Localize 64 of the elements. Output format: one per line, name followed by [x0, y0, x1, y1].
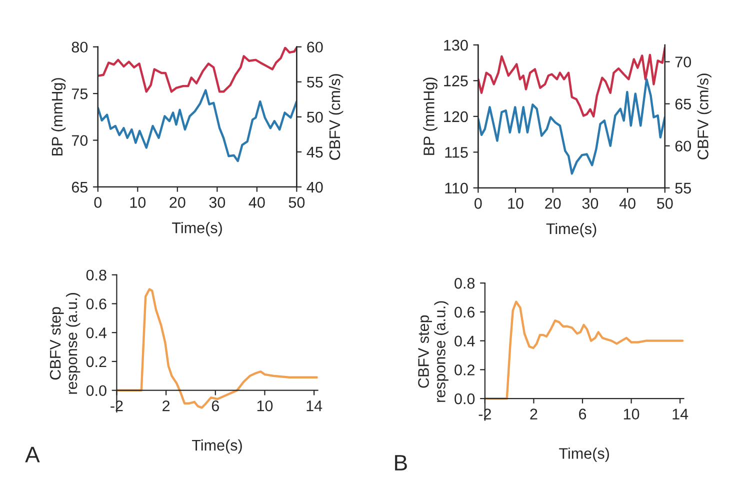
x-tick-label: 14 [672, 408, 688, 420]
y-tick-label: 65 [72, 182, 88, 193]
y2-tick-label: 60 [675, 140, 692, 152]
y-tick-label: 0.6 [454, 306, 475, 318]
x-tick-label: 2 [162, 400, 170, 412]
y-tick-label: 0.0 [454, 393, 475, 404]
y-tick-label: 70 [72, 135, 88, 146]
y-tick-label: 120 [444, 111, 468, 122]
x-tick-label: 20 [545, 198, 561, 209]
x-axis-title: Time(s) [172, 222, 222, 236]
y2-tick-label: 40 [306, 182, 323, 193]
x-tick-label: 0 [94, 197, 102, 208]
x-tick-label: 10 [130, 197, 146, 208]
y-tick-label: 110 [445, 182, 468, 194]
y-tick-label: 80 [72, 42, 88, 53]
y-axis-title: CBFV step response (a.u.) [50, 292, 80, 394]
x-tick-label: 50 [288, 197, 305, 208]
line-series [98, 89, 297, 162]
y2-tick-label: 50 [307, 112, 323, 123]
x-tick-label: 6 [212, 400, 219, 412]
y2-tick-label: 60 [307, 42, 323, 53]
y-tick-label: 0.8 [86, 270, 106, 281]
y-tick-label: 0.8 [454, 278, 475, 289]
x-tick-label: 2 [530, 408, 538, 420]
y2-tick-label: 70 [675, 56, 692, 68]
y2-axis-title: CBFV (cm/s) [697, 74, 712, 160]
y-tick-label: 125 [444, 76, 468, 86]
line-series [98, 46, 297, 93]
y2-tick-label: 55 [675, 182, 691, 194]
y2-axis-title: CBFV (cm/s) [328, 74, 344, 160]
x-tick-label: 40 [248, 197, 265, 208]
x-tick-label: 30 [209, 197, 226, 208]
y-tick-label: 0.2 [454, 364, 474, 376]
y-tick-label: 0.6 [86, 298, 106, 310]
y-tick-label: 130 [444, 40, 468, 51]
x-axis-title: Time(s) [546, 222, 596, 238]
x-tick-label: 20 [170, 197, 186, 208]
x-tick-label: 10 [257, 400, 273, 412]
text: A [25, 446, 40, 462]
y-tick-label: 75 [72, 88, 88, 100]
x-axis-title: Time(s) [192, 439, 242, 454]
y-tick-label: 0.4 [454, 336, 475, 346]
y2-tick-label: 55 [307, 76, 323, 88]
y-tick-label: 0.2 [86, 356, 106, 368]
x-tick-label: 40 [619, 198, 636, 209]
line-series [478, 46, 665, 118]
x-tick-label: 6 [579, 408, 586, 420]
y2-tick-label: 45 [306, 146, 323, 158]
x-tick-label: 50 [657, 198, 673, 209]
x-axis-title: Time(s) [559, 448, 609, 462]
text: B [395, 455, 407, 470]
x-tick-label: 30 [582, 198, 598, 209]
y-axis-title: BP (mmHg) [423, 78, 438, 155]
y-tick-label: 0.0 [86, 385, 106, 396]
y-axis-title: BP (mmHg) [51, 78, 66, 156]
y-axis-title: CBFV step response (a.u.) [418, 301, 448, 402]
x-tick-label: 10 [508, 198, 524, 209]
line-series [478, 78, 665, 175]
y2-tick-label: 65 [675, 98, 691, 110]
x-tick-label: 14 [306, 400, 322, 412]
x-tick-label: 0 [474, 198, 482, 209]
y-tick-label: 115 [445, 147, 468, 158]
y-tick-label: 0.4 [86, 327, 107, 338]
x-tick-label: 10 [624, 408, 640, 420]
